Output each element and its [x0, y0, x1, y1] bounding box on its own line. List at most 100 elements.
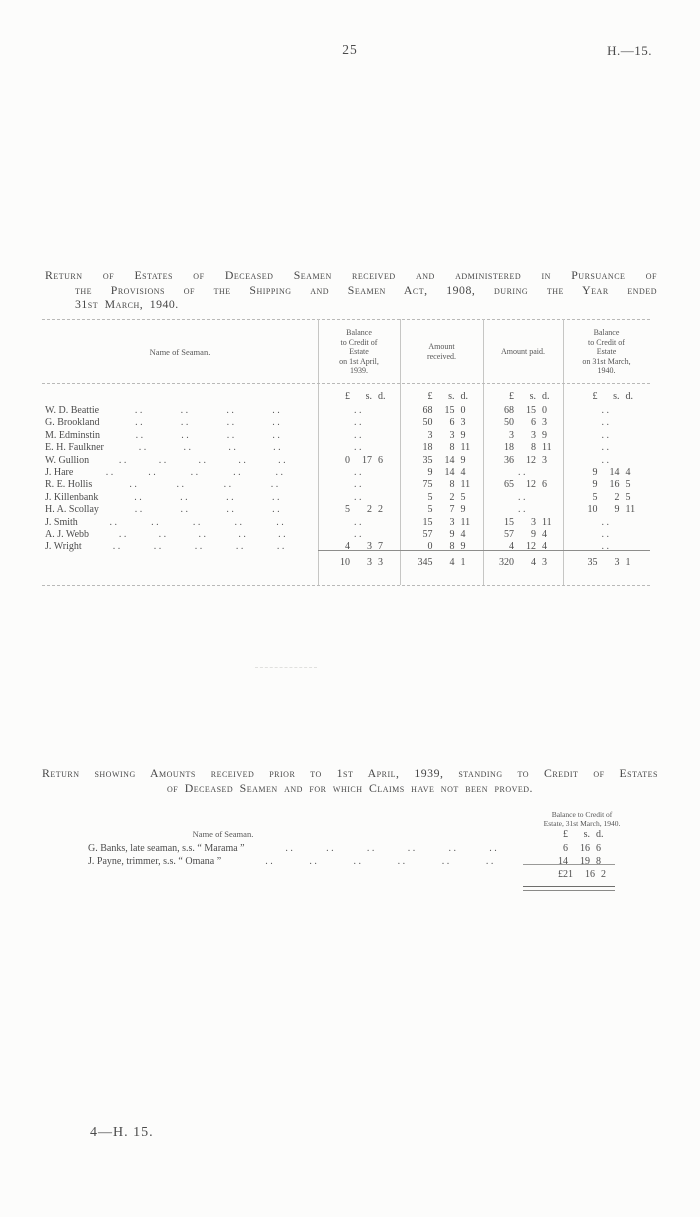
- opening-balance: ..: [318, 529, 400, 541]
- seaman-name: J. Smith: [45, 516, 78, 528]
- amount-paid: 65 12 6: [483, 479, 563, 491]
- table-top-rule: [42, 319, 650, 320]
- amount-part: 16: [609, 479, 620, 491]
- leader-dots: ..: [158, 454, 169, 466]
- closing-balance: ..: [563, 517, 650, 529]
- leader-dots: ..: [407, 843, 418, 854]
- seaman-name-cell: W. D. Beattie........: [42, 405, 318, 417]
- amount-part: 2: [601, 869, 606, 880]
- dot-leaders: ............: [255, 842, 530, 855]
- amount-part: 6: [542, 479, 547, 491]
- leader-dots: ..: [138, 442, 149, 454]
- claims-table-body: G. Banks, late seaman, s.s. “ Marama ”..…: [60, 842, 645, 868]
- seaman-name: H. A. Scollay: [45, 504, 99, 516]
- dot-leaders: ..........: [89, 455, 318, 467]
- amount-paid: ..: [483, 467, 563, 479]
- balance-header-line2: Estate, 31st March, 1940.: [543, 819, 621, 828]
- seaman-name-cell: W. Gullion..........: [42, 455, 318, 467]
- leader-dots: ..: [485, 856, 496, 867]
- amount-part: 11: [625, 504, 636, 516]
- amount-paid: ..: [483, 504, 563, 516]
- amount-part: 345: [417, 557, 433, 568]
- opening-balance: ..: [318, 467, 400, 479]
- amount-part: 5: [460, 491, 466, 503]
- leader-dots: ..: [273, 442, 284, 454]
- currency-label: £ s. d.: [483, 391, 563, 404]
- table-row: E. H. Faulkner.......... 18 8 11 18 8 11..: [42, 442, 650, 454]
- claims-total-amount: £21 16 2: [523, 868, 615, 882]
- amount-part: 15: [422, 516, 433, 528]
- seaman-name: G. Brookland: [45, 417, 100, 429]
- leader-dots: ..: [134, 491, 145, 503]
- leader-dots: ..: [272, 429, 283, 441]
- amount-paid: ..: [483, 492, 563, 504]
- leader-dots: ..: [441, 856, 452, 867]
- dot-leaders: ..........: [73, 467, 318, 479]
- closing-balance: ..: [563, 455, 650, 467]
- amount-part: d.: [542, 391, 550, 402]
- table-row: R. E. Hollis.......... 75 8 11 65 12 6 9 16 5: [42, 479, 650, 491]
- amount-part: 8: [531, 442, 536, 454]
- blank-dots: ..: [354, 442, 364, 454]
- dot-leaders: ........: [92, 479, 318, 491]
- seaman-name: E. H. Faulkner: [45, 442, 104, 454]
- amount-received: 50 6 3: [400, 417, 483, 429]
- seaman-name: W. D. Beattie: [45, 405, 100, 416]
- blank-dots: ..: [601, 417, 612, 429]
- seaman-name-cell: J. Killenbank........: [42, 492, 318, 504]
- amount-part: 65: [504, 479, 514, 491]
- amount-part: 9: [449, 528, 455, 540]
- leader-dots: ..: [226, 504, 237, 516]
- opening-balance: ..: [318, 517, 400, 529]
- amount-part: 6: [563, 843, 568, 854]
- blank-dots: ..: [354, 405, 364, 416]
- amount-part: 9: [460, 504, 466, 516]
- blank-dots: ..: [601, 454, 612, 466]
- return1-heading-line2: the Provisions of the Shipping and Seame…: [75, 282, 657, 297]
- amount-part: 18: [504, 442, 514, 454]
- amount-part: 9: [592, 466, 598, 478]
- amount-part: 10: [340, 557, 350, 568]
- amount-part: d.: [378, 391, 386, 402]
- blank-dots: ..: [354, 516, 364, 528]
- leader-dots: ..: [181, 429, 192, 441]
- closing-balance: ..: [563, 405, 650, 417]
- amount-part: 3: [531, 429, 536, 441]
- blank-dots: ..: [518, 491, 528, 503]
- currency-header-row: £ s. d. £ s. d. £ s. d. £ s. d.: [42, 391, 650, 404]
- amount-part: 4: [625, 466, 631, 478]
- return1-heading-line1: Return of Estates of Deceased Seamen rec…: [45, 268, 657, 282]
- scan-artifact-line: [255, 667, 317, 668]
- amount-received: 18 8 11: [400, 442, 483, 454]
- amount-part: 2: [614, 491, 620, 503]
- amount-part: 3: [614, 557, 620, 568]
- leader-dots: ..: [272, 491, 283, 503]
- closing-balance: ..: [563, 442, 650, 454]
- column-divider: [318, 319, 319, 585]
- table-header-row: Name of Seaman. Balance to Credit of Est…: [42, 321, 650, 383]
- amount-part: 50: [504, 417, 514, 429]
- column-divider: [483, 319, 484, 585]
- amount-part: 5: [345, 504, 350, 516]
- amount-part: 57: [422, 528, 433, 540]
- blank-dots: ..: [354, 491, 364, 503]
- leader-dots: ..: [135, 417, 146, 429]
- seaman-name: J. Hare: [45, 466, 74, 478]
- amount-part: 68: [504, 405, 514, 416]
- amount-part: 36: [504, 454, 514, 466]
- amount-part: 4: [460, 466, 466, 478]
- amount-part: 3: [367, 557, 372, 568]
- table-row: G. Banks, late seaman, s.s. “ Marama ”..…: [60, 842, 645, 855]
- amount-part: d.: [625, 391, 634, 402]
- amount-part: 8: [449, 479, 455, 491]
- leader-dots: ..: [235, 541, 246, 553]
- leader-dots: ..: [151, 516, 162, 528]
- amount-part: 8: [449, 541, 455, 553]
- blank-dots: ..: [354, 417, 364, 429]
- amount-part: 19: [580, 856, 590, 867]
- name-column-header: Name of Seaman.: [149, 347, 211, 357]
